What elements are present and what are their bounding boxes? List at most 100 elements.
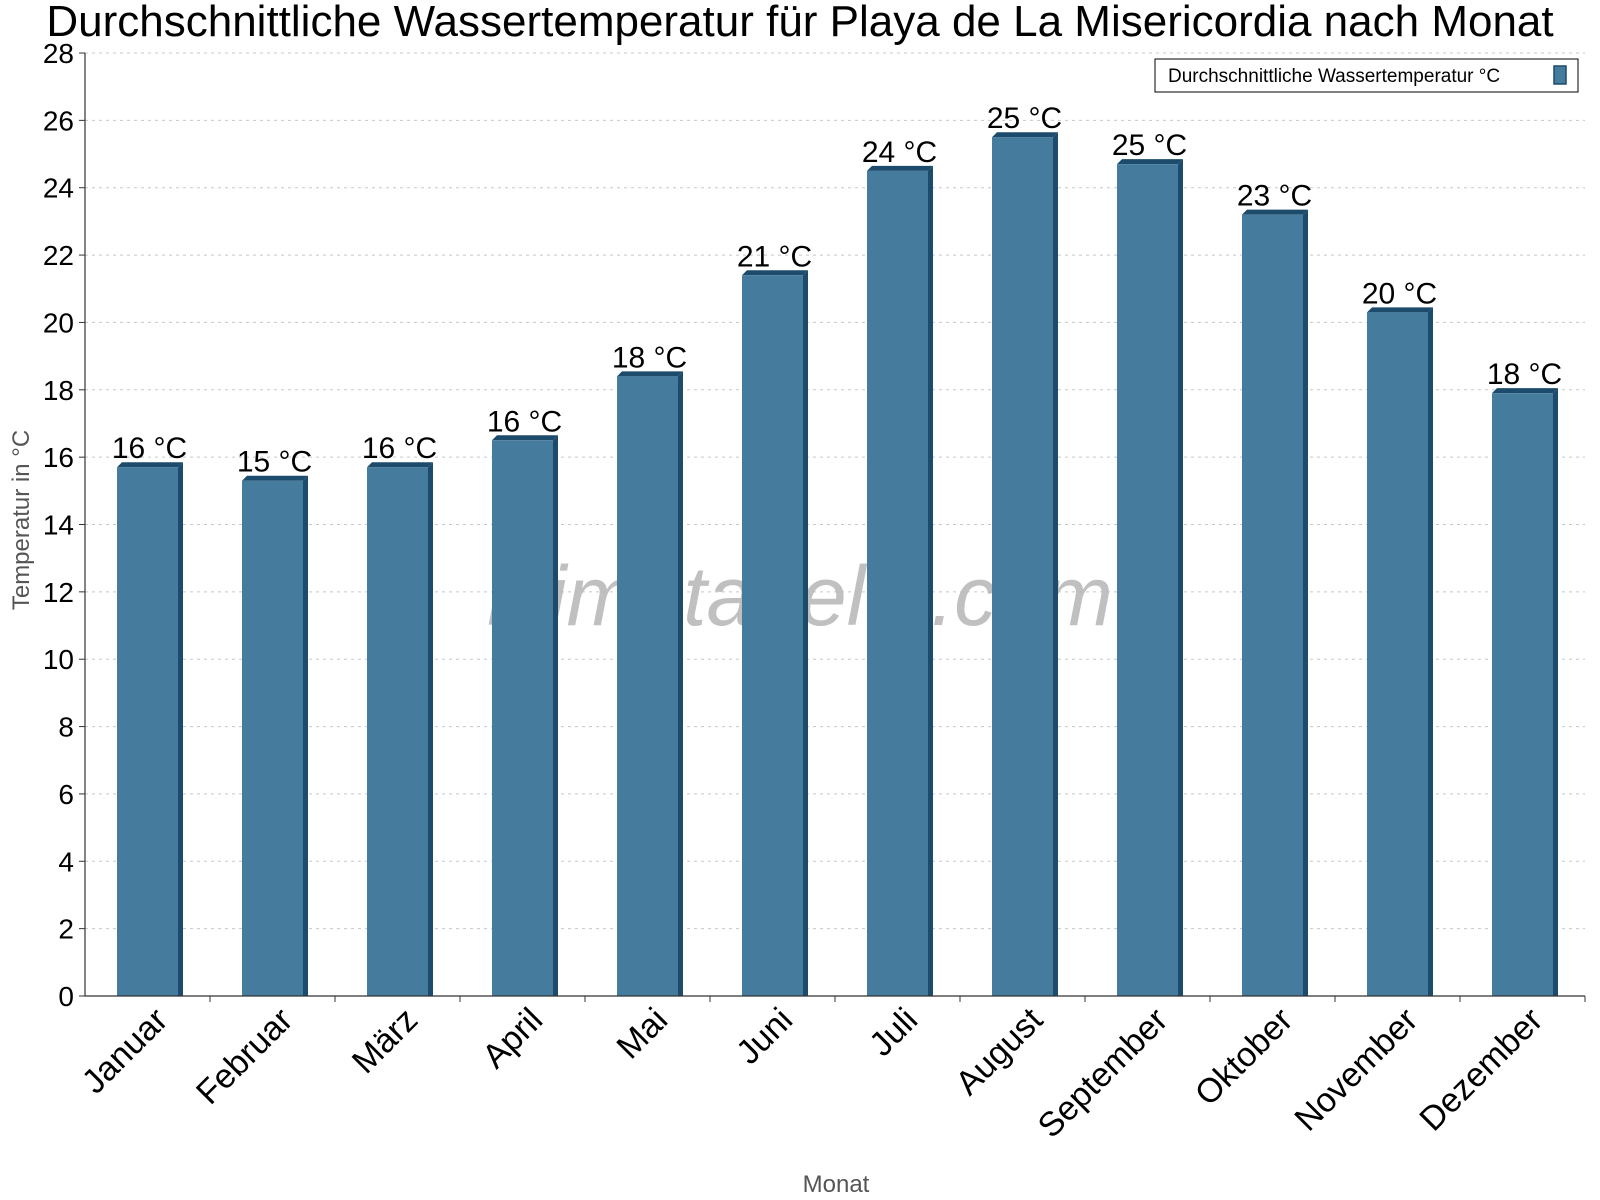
x-tick-label: November	[1287, 1001, 1425, 1139]
bar-side	[928, 165, 933, 996]
data-label: 18 °C	[612, 341, 687, 374]
bar	[242, 475, 308, 996]
legend: Durchschnittliche Wassertemperatur °C	[1154, 58, 1579, 93]
bar-face	[1242, 214, 1303, 996]
axes	[79, 52, 1586, 1002]
bar-side	[428, 462, 433, 996]
bar-top	[1367, 307, 1433, 313]
y-tick-label: 12	[43, 577, 74, 608]
bar-top	[992, 132, 1058, 138]
x-tick-label: Dezember	[1412, 1001, 1550, 1139]
bar-top	[1117, 159, 1183, 165]
data-label: 24 °C	[862, 136, 937, 169]
y-tick-label: 8	[58, 712, 74, 743]
grid-lines	[85, 52, 1585, 930]
y-tick-label: 16	[43, 442, 74, 473]
y-tick-label: 2	[58, 914, 74, 945]
bar-top	[367, 462, 433, 468]
legend-label: Durchschnittliche Wassertemperatur °C	[1168, 66, 1500, 87]
legend-box	[1154, 58, 1579, 93]
bar-face	[992, 137, 1053, 997]
x-tick-label: September	[1031, 1001, 1175, 1145]
bar-side	[303, 475, 308, 996]
bar-top	[617, 371, 683, 377]
data-labels: 16 °C 15 °C 16 °C 16 °C 18 °C 21 °C 24 °C 25 °C…	[112, 102, 1562, 479]
x-tick-labels: Januar Februar März April Mai Juni Juli AugustS…	[75, 1000, 1550, 1145]
bars	[117, 132, 1558, 997]
bar-top	[1492, 388, 1558, 394]
bar-face	[1367, 312, 1428, 996]
bar-side	[1553, 388, 1558, 996]
x-tick-label: Mai	[610, 1001, 676, 1067]
y-tick-label: 22	[43, 240, 74, 271]
bar-top	[492, 435, 558, 441]
bar-side	[1428, 307, 1433, 996]
bar-top	[1242, 209, 1308, 215]
bar-side	[803, 270, 808, 996]
bar-top	[242, 475, 308, 481]
x-tick-label: März	[345, 1001, 425, 1081]
data-label: 25 °C	[987, 102, 1062, 135]
y-tick-label: 4	[58, 846, 74, 877]
bar	[742, 270, 808, 996]
x-tick-label: Juni	[729, 1001, 800, 1072]
bar-side	[1053, 132, 1058, 997]
bar	[992, 132, 1058, 997]
data-label: 20 °C	[1362, 277, 1437, 310]
y-tick-label: 24	[43, 173, 74, 204]
bar	[117, 462, 183, 996]
data-label: 18 °C	[1487, 358, 1562, 391]
data-label: 15 °C	[237, 446, 312, 479]
bar-top	[117, 462, 183, 468]
x-tick-label: Februar	[189, 1001, 300, 1112]
x-tick-label: Juli	[862, 1001, 925, 1064]
y-tick-label: 14	[43, 510, 74, 541]
bar-face	[1117, 164, 1178, 996]
y-tick-label: 6	[58, 779, 74, 810]
y-tick-label: 0	[58, 981, 74, 1012]
bar-side	[178, 462, 183, 996]
x-tick-label: Januar	[75, 1001, 175, 1101]
bar	[492, 435, 558, 996]
chart-title: Durchschnittliche Wassertemperatur für P…	[46, 0, 1553, 46]
y-tick-label: 28	[43, 38, 74, 69]
bar	[1242, 209, 1308, 996]
y-tick-label: 10	[43, 644, 74, 675]
bar-face	[867, 170, 928, 996]
bar	[1367, 307, 1433, 996]
bar-face	[617, 376, 678, 996]
data-label: 16 °C	[487, 405, 562, 438]
data-label: 25 °C	[1112, 129, 1187, 162]
data-label: 16 °C	[362, 432, 437, 465]
legend-swatch	[1553, 65, 1567, 85]
y-axis-title: Temperatur in °C	[8, 430, 35, 610]
bar-side	[1303, 209, 1308, 996]
data-label: 21 °C	[737, 240, 812, 273]
bar-top	[867, 165, 933, 171]
bar	[1117, 159, 1183, 996]
y-tick-label: 20	[43, 307, 74, 338]
bar	[867, 165, 933, 996]
x-tick-label: April	[475, 1001, 550, 1076]
bar-top	[742, 270, 808, 276]
bar-face	[242, 480, 303, 996]
data-label: 16 °C	[112, 432, 187, 465]
data-label: 23 °C	[1237, 180, 1312, 213]
bar	[1492, 388, 1558, 996]
bar-side	[1178, 159, 1183, 996]
bar-face	[1492, 393, 1553, 996]
x-tick-label: Oktober	[1188, 1001, 1300, 1113]
bar-face	[117, 467, 178, 996]
bar	[367, 462, 433, 996]
bar-face	[742, 275, 803, 996]
bar-side	[553, 435, 558, 996]
bar-face	[367, 467, 428, 996]
x-axis-title: Monat	[803, 1171, 870, 1198]
y-tick-label: 26	[43, 105, 74, 136]
x-tick-label: August	[948, 1000, 1050, 1102]
bar	[617, 371, 683, 996]
bar-face	[492, 440, 553, 996]
y-tick-label: 18	[43, 375, 74, 406]
